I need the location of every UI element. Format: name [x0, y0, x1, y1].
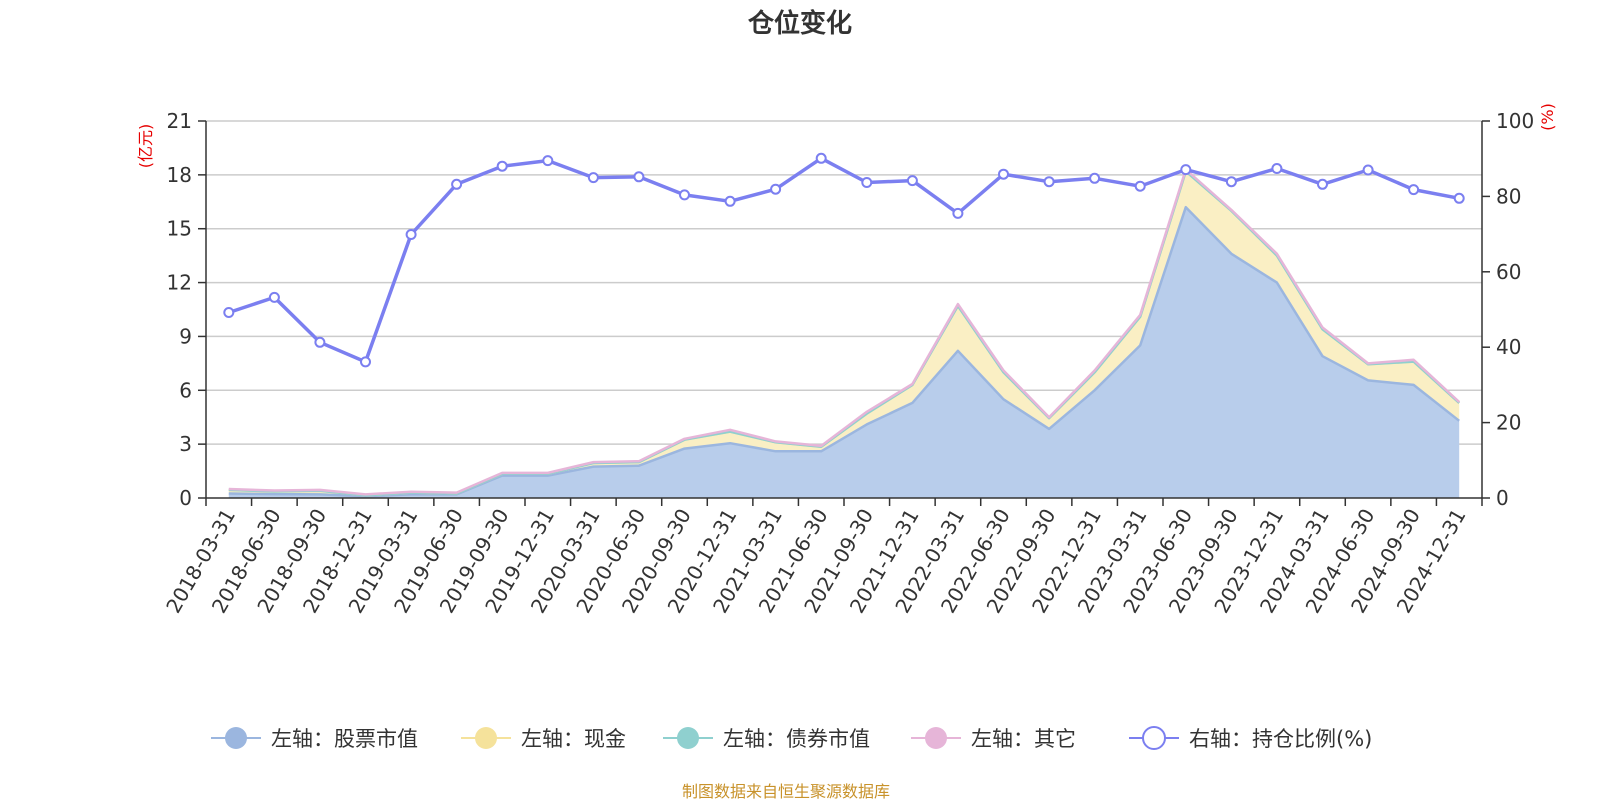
left-axis-tick-label: 21: [167, 109, 192, 133]
ratio-point: [542, 155, 554, 167]
area-edge-左轴：其它: [228, 168, 1461, 496]
legend-item: 左轴：债券市值: [663, 727, 870, 751]
legend-label: 左轴：现金: [521, 727, 626, 751]
ratio-point: [952, 207, 964, 219]
ratio-point: [223, 307, 235, 318]
left-axis-tick-label: 0: [179, 486, 192, 510]
ratio-point: [1408, 184, 1420, 196]
ratio-point: [1225, 176, 1237, 188]
ratio-point: [496, 160, 508, 172]
ratio-point: [998, 168, 1009, 180]
left-axis-tick-label: 9: [179, 324, 192, 348]
ratio-point: [1317, 178, 1328, 190]
legend-label: 左轴：其它: [971, 727, 1076, 751]
ratio-point: [268, 291, 280, 303]
legend-label: 右轴：持仓比例(%): [1189, 727, 1372, 751]
legend-label: 左轴：债券市值: [723, 727, 870, 751]
right-axis-tick-label: 60: [1496, 260, 1521, 284]
legend-item: 右轴：持仓比例(%): [1129, 726, 1372, 751]
right-axis-tick-label: 20: [1496, 411, 1521, 435]
right-axis-unit: (%): [1538, 103, 1557, 131]
ratio-point: [1043, 176, 1055, 188]
ratio-point: [1180, 164, 1192, 176]
ratio-point: [360, 356, 371, 368]
ratio-point: [679, 189, 690, 201]
ratio-point: [906, 175, 918, 187]
left-axis-tick-label: 18: [167, 163, 192, 187]
legend-item: 左轴：股票市值: [211, 727, 418, 751]
legend-item: 左轴：其它: [911, 727, 1076, 751]
ratio-point: [1453, 192, 1465, 204]
area-edge-左轴：股票市值: [228, 205, 1460, 498]
ratio-point: [587, 172, 599, 184]
left-axis-tick-label: 15: [167, 217, 192, 241]
ratio-point: [724, 195, 736, 207]
ratio-line-series: [223, 152, 1465, 368]
left-axis-tick-label: 12: [167, 271, 192, 295]
ratio-point: [451, 178, 463, 190]
right-axis-tick-label: 0: [1496, 486, 1509, 510]
ratio-point: [405, 229, 417, 240]
ratio-point: [770, 183, 782, 195]
right-axis-tick-label: 100: [1496, 109, 1534, 133]
legend: 左轴：股票市值 左轴：现金 左轴：债券市值 左轴：其它 右轴：持仓比例(%): [211, 726, 1372, 751]
legend-marker-icon: [1142, 726, 1166, 750]
ratio-line: [228, 156, 1460, 364]
ratio-point: [1134, 180, 1146, 192]
ratio-point: [1271, 163, 1283, 174]
legend-item: 左轴：现金: [461, 727, 626, 751]
data-source-note: 制图数据来自恒生聚源数据库: [682, 782, 890, 800]
ratio-point: [1089, 172, 1101, 184]
legend-marker-icon: [677, 727, 699, 749]
left-axis-tick-label: 3: [179, 432, 192, 456]
ratio-point: [861, 177, 873, 188]
legend-marker-icon: [925, 727, 947, 749]
right-axis-tick-label: 40: [1496, 335, 1521, 359]
chart-title: 仓位变化: [747, 8, 852, 39]
legend-marker-icon: [225, 727, 247, 749]
ratio-point: [314, 336, 326, 348]
stacked-areas: [228, 168, 1461, 498]
left-axis-tick-label: 6: [179, 378, 192, 402]
legend-marker-icon: [475, 727, 497, 749]
left-axis-unit: (亿元): [136, 124, 155, 169]
ratio-point: [1362, 164, 1374, 176]
area-左轴：股票市值: [228, 207, 1460, 498]
ratio-point: [633, 171, 645, 183]
right-axis-tick-label: 80: [1496, 184, 1521, 208]
ratio-point: [815, 152, 827, 164]
legend-label: 左轴：股票市值: [271, 727, 418, 751]
